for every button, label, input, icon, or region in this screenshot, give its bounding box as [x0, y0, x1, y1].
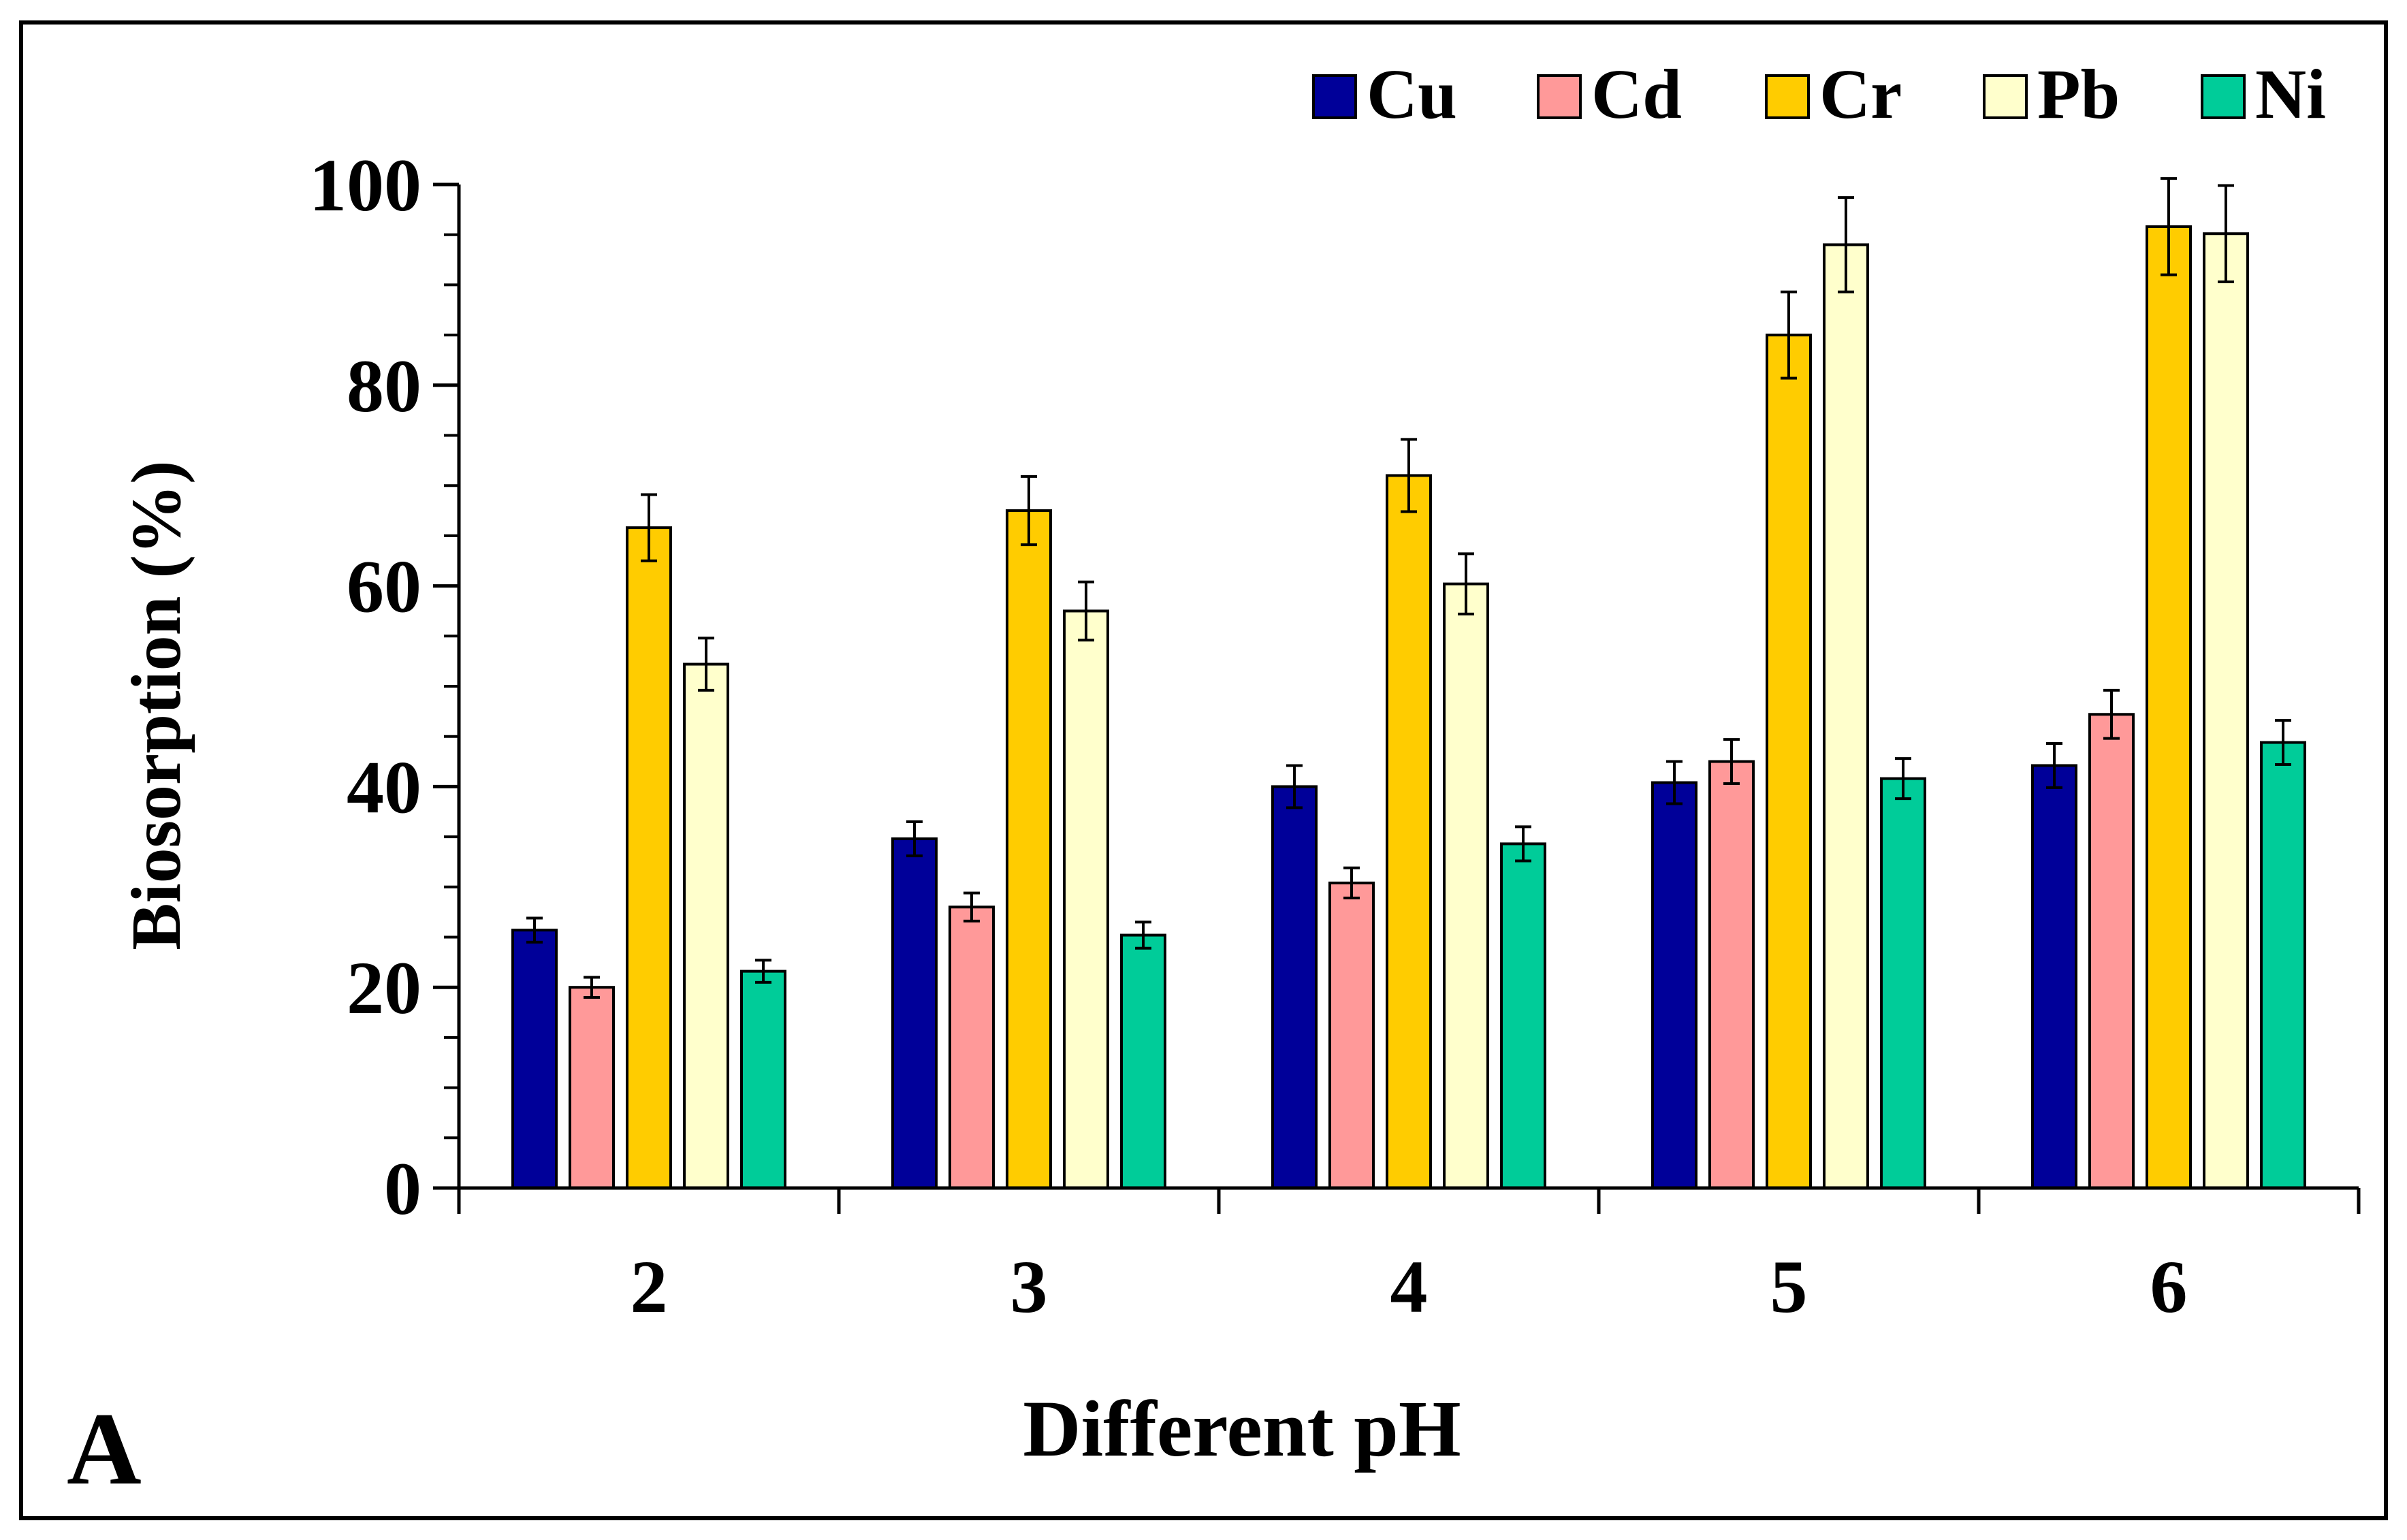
bar-cd-ph6 — [2088, 713, 2135, 1189]
bar-cr-ph5 — [1766, 334, 1812, 1190]
y-axis-title: Biosorption (%) — [117, 460, 195, 950]
bar-cr-ph4 — [1386, 474, 1432, 1190]
legend-label-cd: Cd — [1591, 55, 1682, 133]
legend: Cu Cd Cr Pb Ni — [1312, 55, 2326, 133]
bar-pb-ph4 — [1443, 582, 1489, 1189]
bar-chart: 0 20 40 60 80 100 2 3 4 5 6 Cu Cd Cr Pb Ni Biosorption… — [67, 55, 2361, 1506]
bar-ni-ph5 — [1880, 777, 1926, 1190]
legend-swatch-cr — [1765, 74, 1810, 119]
bar-cd-ph5 — [1708, 760, 1755, 1190]
bar-cu-ph5 — [1651, 781, 1697, 1189]
bar-cu-ph3 — [891, 837, 938, 1189]
panel-label: A — [67, 1392, 142, 1506]
x-tick-label-4: 4 — [1390, 1245, 1428, 1328]
y-tick-label-80: 80 — [347, 344, 421, 428]
x-tick-label-6: 6 — [2150, 1245, 2188, 1328]
bar-cu-ph2 — [511, 929, 558, 1189]
legend-label-pb: Pb — [2037, 55, 2120, 133]
bar-pb-ph3 — [1063, 609, 1109, 1189]
bar-cr-ph6 — [2146, 225, 2192, 1190]
legend-label-ni: Ni — [2255, 55, 2326, 133]
bar-cr-ph2 — [626, 526, 672, 1189]
bar-cr-ph3 — [1006, 509, 1052, 1189]
x-axis-title: Different pH — [1023, 1384, 1461, 1473]
y-tick-label-20: 20 — [347, 946, 421, 1029]
bar-cu-ph6 — [2031, 764, 2077, 1190]
x-tick-label-5: 5 — [1770, 1245, 1808, 1328]
x-tick-label-2: 2 — [631, 1245, 668, 1328]
legend-swatch-cd — [1537, 74, 1582, 119]
bar-cd-ph3 — [949, 905, 995, 1190]
bar-cd-ph4 — [1328, 881, 1375, 1190]
bars-layer — [511, 177, 2306, 1190]
y-tick-label-40: 40 — [347, 745, 421, 829]
bar-cd-ph2 — [569, 986, 615, 1189]
chart-frame: 0 20 40 60 80 100 2 3 4 5 6 Cu Cd Cr Pb Ni Biosorption… — [19, 20, 2388, 1520]
bar-ni-ph4 — [1500, 842, 1546, 1189]
axes-layer: 0 20 40 60 80 100 2 3 4 5 6 — [309, 144, 2361, 1328]
bar-cu-ph4 — [1271, 785, 1318, 1189]
bar-ni-ph3 — [1120, 933, 1166, 1189]
bar-ni-ph6 — [2260, 741, 2306, 1189]
legend-label-cu: Cu — [1367, 55, 1457, 133]
bar-ni-ph2 — [740, 969, 786, 1189]
legend-swatch-pb — [1983, 74, 2028, 119]
bar-pb-ph5 — [1823, 243, 1869, 1190]
legend-swatch-cu — [1312, 74, 1357, 119]
x-tick-label-3: 3 — [1010, 1245, 1048, 1328]
legend-swatch-ni — [2201, 74, 2246, 119]
y-tick-label-60: 60 — [347, 545, 421, 628]
y-tick-label-0: 0 — [384, 1147, 421, 1230]
bar-pb-ph6 — [2203, 232, 2249, 1190]
bar-pb-ph2 — [683, 662, 729, 1189]
legend-label-cr: Cr — [1819, 55, 1902, 133]
y-tick-label-100: 100 — [309, 144, 421, 227]
